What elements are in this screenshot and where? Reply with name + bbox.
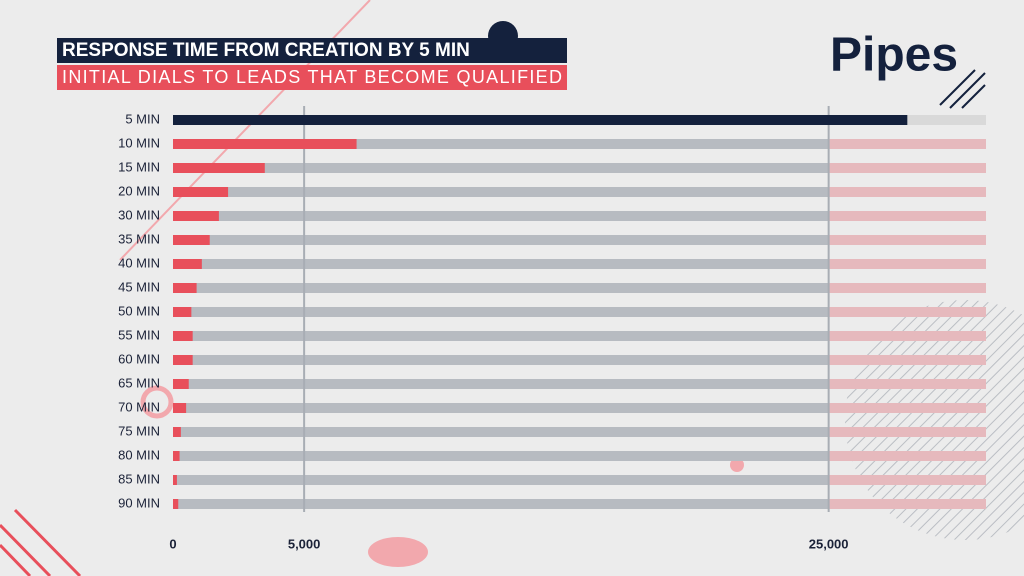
decoration [368,537,428,567]
decoration [0,508,82,576]
x-tick-label: 5,000 [288,536,321,551]
track [173,427,986,437]
decoration [730,458,744,472]
bar [173,355,193,365]
track [173,259,986,269]
bar [173,163,265,173]
track-end [828,211,986,221]
brand-logo: Pipes [830,29,958,82]
bar [173,427,181,437]
y-tick-label: 80 MIN [118,447,160,462]
title-box [57,38,567,63]
bar [173,283,197,293]
track-end [828,427,986,437]
bar [173,451,180,461]
track-end [828,451,986,461]
track-end [828,475,986,485]
bar [173,307,192,317]
track [173,163,986,173]
track-end [828,307,986,317]
bar [173,331,193,341]
y-tick-label: 85 MIN [118,471,160,486]
bar [173,211,219,221]
track [173,139,986,149]
y-tick-label: 15 MIN [118,159,160,174]
track-end [828,187,986,197]
track-end [828,355,986,365]
bar [173,499,179,509]
y-tick-label: 45 MIN [118,279,160,294]
decoration [140,385,174,419]
y-tick-label: 35 MIN [118,231,160,246]
track-end [828,331,986,341]
track-end [828,235,986,245]
bar [173,235,210,245]
y-tick-label: 5 MIN [125,111,160,126]
track [173,379,986,389]
bar [173,187,229,197]
y-tick-label: 10 MIN [118,135,160,150]
bar [173,475,177,485]
track-end [828,379,986,389]
y-tick-label: 20 MIN [118,183,160,198]
x-tick-label: 25,000 [809,536,849,551]
track-end [828,403,986,413]
y-tick-label: 40 MIN [118,255,160,270]
track [173,235,986,245]
track-end [828,259,986,269]
bar [173,115,908,125]
y-tick-label: 65 MIN [118,375,160,390]
y-tick-label: 60 MIN [118,351,160,366]
track [173,307,986,317]
track [173,499,986,509]
subtitle-box [57,65,567,90]
track-end [828,499,986,509]
y-tick-label: 75 MIN [118,423,160,438]
bar [173,403,187,413]
track [173,211,986,221]
y-tick-label: 50 MIN [118,303,160,318]
track [173,283,986,293]
bar [173,139,357,149]
y-tick-label: 55 MIN [118,327,160,342]
decoration [939,69,986,109]
y-tick-label: 30 MIN [118,207,160,222]
x-tick-label: 0 [169,536,176,551]
bar [173,379,189,389]
track [173,475,986,485]
y-tick-label: 90 MIN [118,495,160,510]
chart-subtitle: INITIAL DIALS TO LEADS THAT BECOME QUALI… [62,67,562,87]
track [173,187,986,197]
y-tick-label: 70 MIN [118,399,160,414]
track-end [828,139,986,149]
bar [173,259,202,269]
track [173,355,986,365]
track [173,331,986,341]
track-end [828,163,986,173]
track [173,451,986,461]
track-end [828,283,986,293]
track [173,403,986,413]
chart-title: RESPONSE TIME FROM CREATION BY 5 MIN [62,40,470,61]
